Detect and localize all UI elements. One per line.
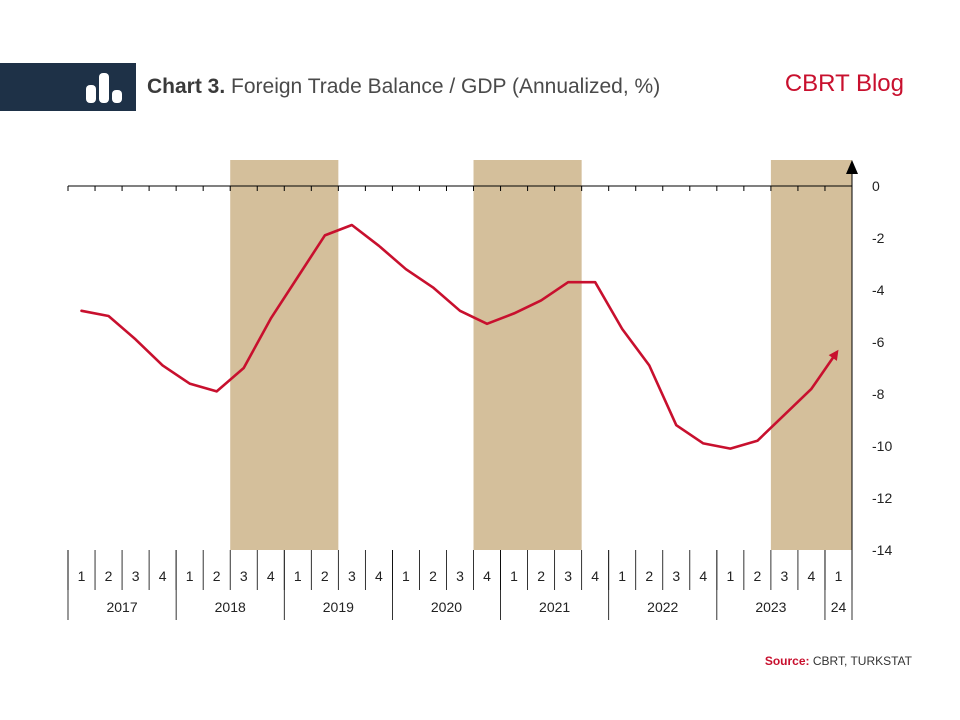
quarter-label: 3 <box>240 568 248 584</box>
quarter-label: 1 <box>835 568 843 584</box>
year-label: 2017 <box>106 599 137 615</box>
source-note: Source: CBRT, TURKSTAT <box>765 654 912 668</box>
quarter-label: 4 <box>375 568 383 584</box>
quarter-label: 2 <box>321 568 329 584</box>
quarter-label: 4 <box>483 568 491 584</box>
year-label: 2020 <box>431 599 462 615</box>
chart-title: Chart 3. Foreign Trade Balance / GDP (An… <box>147 75 660 99</box>
y-tick-label: 0 <box>872 178 880 194</box>
y-tick-label: -2 <box>872 230 885 246</box>
year-label: 2023 <box>755 599 786 615</box>
quarter-label: 1 <box>510 568 518 584</box>
quarter-label: 2 <box>753 568 761 584</box>
quarter-label: 3 <box>132 568 140 584</box>
y-tick-label: -6 <box>872 334 885 350</box>
shaded-period <box>473 160 582 550</box>
year-label: 2019 <box>323 599 354 615</box>
chart-title-text: Foreign Trade Balance / GDP (Annualized,… <box>231 75 661 98</box>
quarter-label: 4 <box>591 568 599 584</box>
quarter-label: 3 <box>672 568 680 584</box>
quarter-label: 4 <box>808 568 816 584</box>
quarter-label: 1 <box>618 568 626 584</box>
shaded-period <box>230 160 339 550</box>
quarter-label: 1 <box>402 568 410 584</box>
quarter-label: 1 <box>78 568 86 584</box>
series-line <box>80 223 836 450</box>
year-label: 2018 <box>215 599 246 615</box>
year-label: 24 <box>831 599 847 615</box>
quarter-label: 2 <box>105 568 113 584</box>
quarter-label: 4 <box>267 568 275 584</box>
quarter-label: 3 <box>348 568 356 584</box>
quarter-label: 2 <box>213 568 221 584</box>
series-arrow-icon <box>828 349 839 361</box>
quarter-label: 3 <box>456 568 464 584</box>
y-tick-label: -8 <box>872 386 885 402</box>
quarter-label: 4 <box>159 568 167 584</box>
quarter-label: 3 <box>564 568 572 584</box>
quarter-label: 1 <box>186 568 194 584</box>
quarter-label: 2 <box>429 568 437 584</box>
bar-chart-icon <box>86 73 122 103</box>
year-label: 2021 <box>539 599 570 615</box>
quarter-label: 1 <box>726 568 734 584</box>
y-axis-arrow-icon <box>846 160 858 174</box>
chart-number: Chart 3. <box>147 75 226 98</box>
shaded-period <box>770 160 852 550</box>
year-label: 2022 <box>647 599 678 615</box>
y-tick-label: -12 <box>872 490 892 506</box>
quarter-label: 3 <box>781 568 789 584</box>
source-label: Source: <box>764 654 810 668</box>
quarter-label: 1 <box>294 568 302 584</box>
header-bar <box>0 63 136 111</box>
quarter-label: 4 <box>699 568 707 584</box>
y-tick-label: -4 <box>872 282 885 298</box>
y-tick-label: -10 <box>872 438 892 454</box>
quarter-label: 2 <box>645 568 653 584</box>
brand-label: CBRT Blog <box>784 70 904 97</box>
quarter-label: 2 <box>537 568 545 584</box>
source-text: CBRT, TURKSTAT <box>812 654 912 668</box>
y-tick-label: -14 <box>872 542 892 558</box>
